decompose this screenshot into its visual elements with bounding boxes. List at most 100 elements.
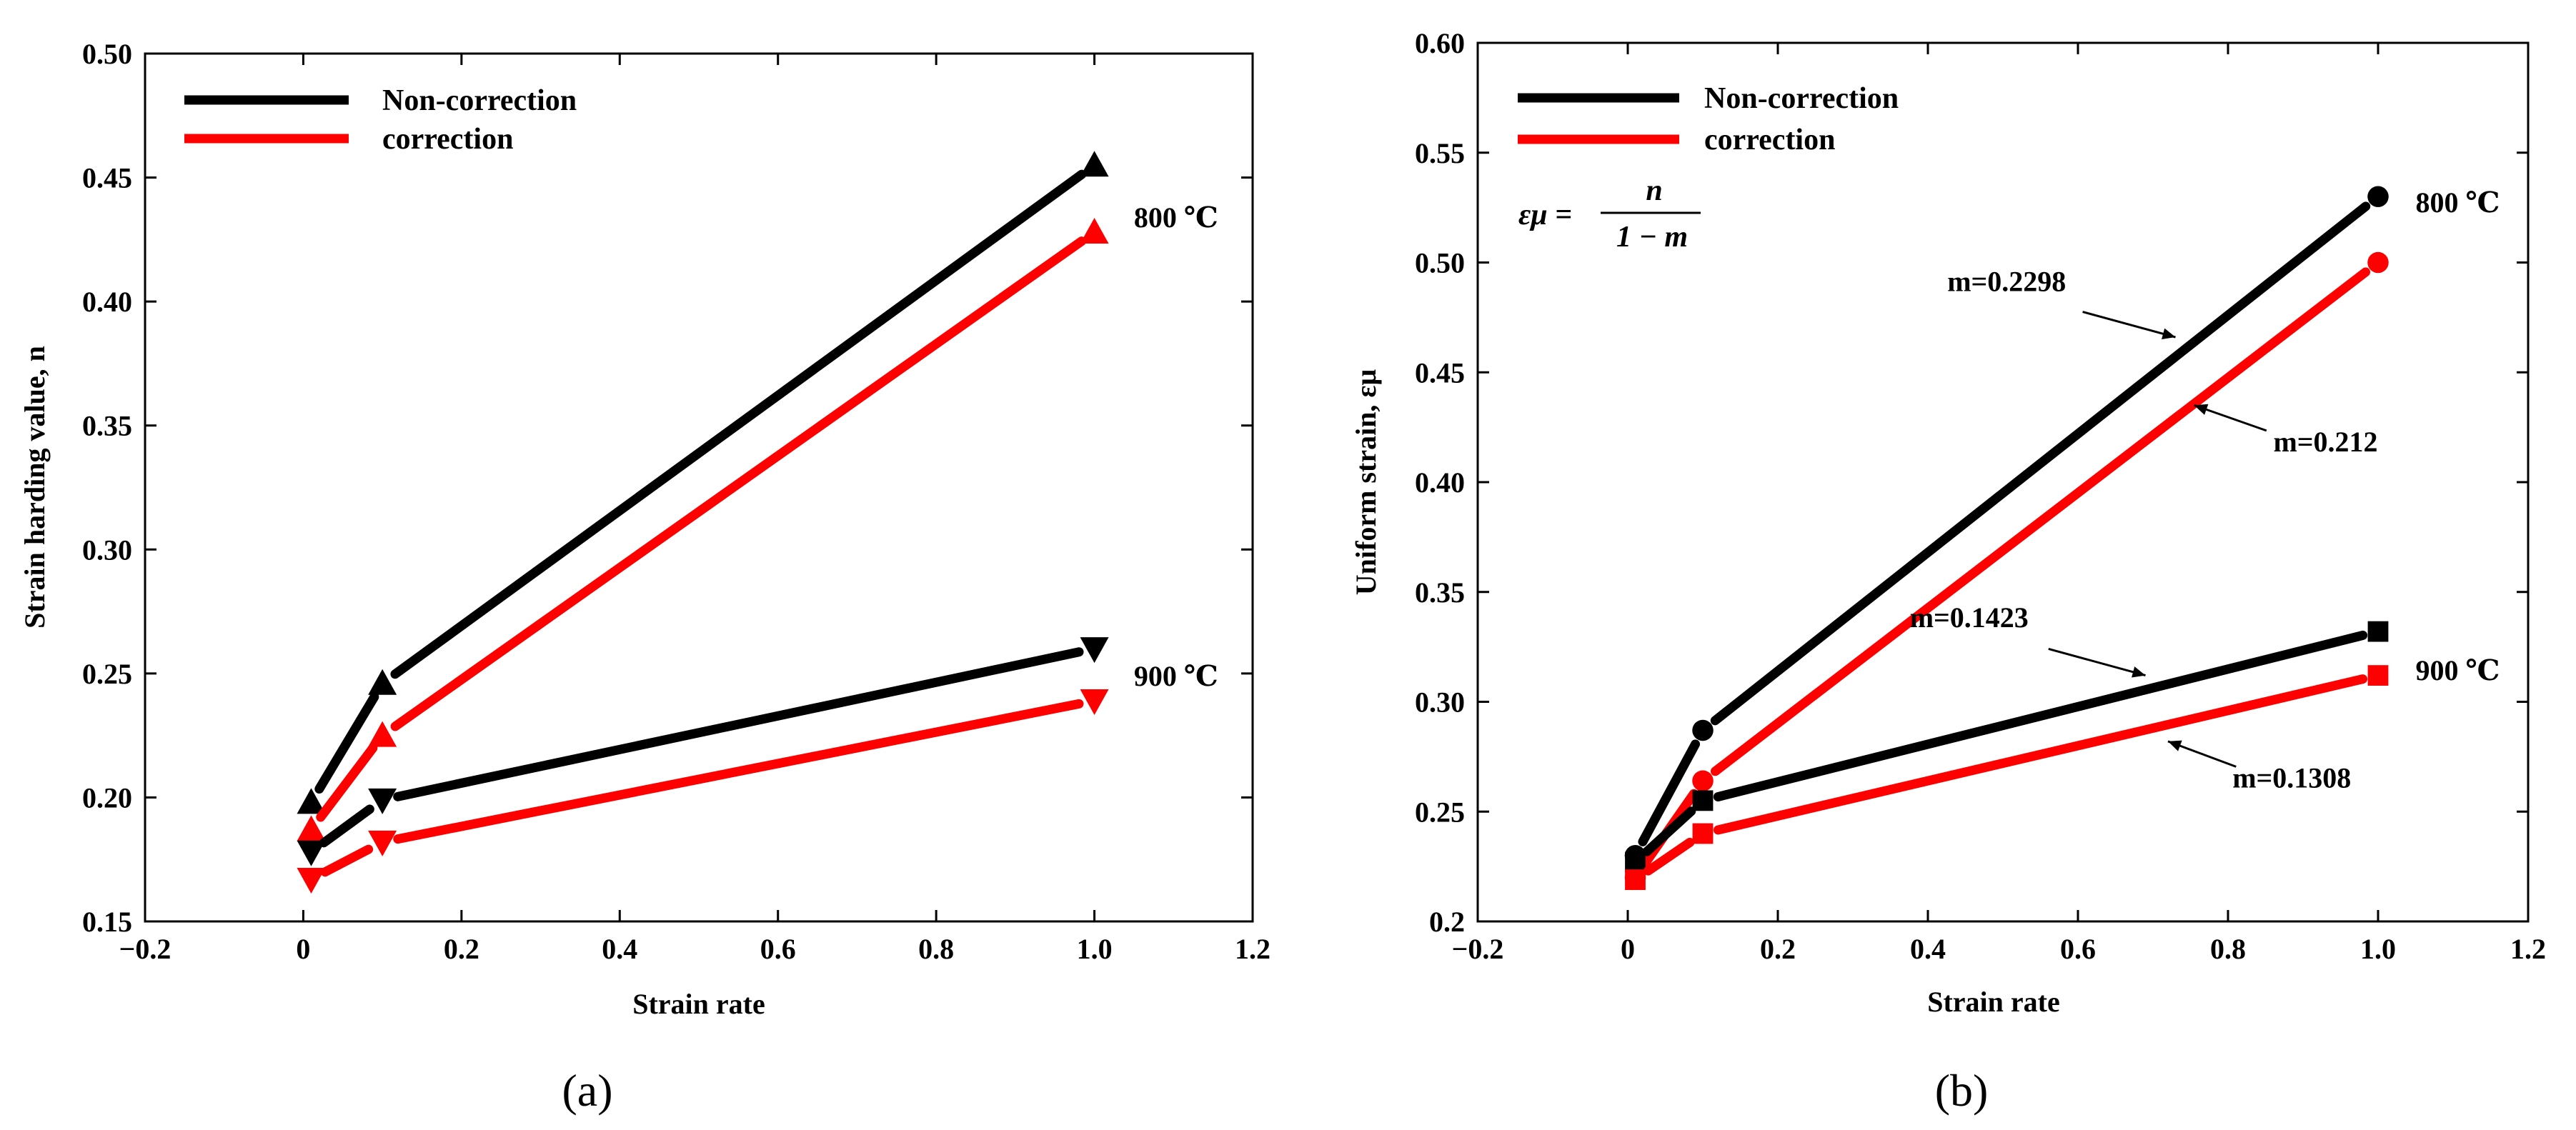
data-point-marker (297, 840, 326, 866)
y-tick-label: 0.15 (82, 906, 132, 938)
data-point-marker (368, 830, 397, 856)
series-correction-900- (1625, 665, 2389, 890)
series-line-segment (1713, 674, 2368, 835)
annotation-arrow-head (2162, 328, 2176, 340)
x-ticks-b: −0.2 0 0.2 0.4 0.6 0.8 1.0 1.2 (1452, 43, 2546, 965)
legend-label-correction: correction (1704, 124, 1835, 156)
x-tick-label: 0.8 (918, 933, 954, 965)
temperature-label: 800 ℃ (2416, 186, 2500, 219)
y-tick-label: 0.35 (1415, 576, 1465, 609)
data-point-marker (1625, 851, 1646, 873)
series-non-correction-900- (1625, 621, 2389, 873)
series-line-segment (1710, 267, 2371, 776)
series-line-segment (1638, 739, 1701, 846)
y-ticks-b: 0.2 0.25 0.30 0.35 0.40 0.45 0.50 0.55 0.60 (1415, 27, 2528, 938)
x-tick-label: −0.2 (1452, 933, 1504, 965)
formula-numerator: n (1646, 174, 1662, 207)
annotation-layer-a: 800 ℃ 900 ℃ (1134, 201, 1218, 692)
series-non-correction-900- (297, 637, 1109, 866)
x-tick-label: 0 (296, 933, 310, 965)
data-point-marker (1080, 151, 1109, 177)
formula-denominator: 1 − m (1616, 221, 1688, 254)
data-point-marker (2367, 251, 2389, 274)
temperature-label: 900 ℃ (1134, 660, 1218, 692)
annotation-arrow-line (2048, 647, 2146, 677)
panel-label-b: (b) (1935, 1065, 1989, 1116)
data-point-marker (1692, 770, 1714, 791)
data-point-marker (2367, 621, 2389, 642)
x-tick-label: 0.6 (760, 933, 796, 965)
data-point-marker (1625, 869, 1646, 890)
data-point-marker (297, 788, 326, 814)
legend-label-non-correction: Non-correction (382, 84, 577, 117)
data-point-marker (2367, 186, 2389, 208)
y-tick-label: 0.60 (1415, 27, 1465, 59)
formula-lhs: εμ = (1518, 199, 1572, 231)
x-tick-label: 0.8 (2210, 933, 2246, 965)
series-line-segment (316, 743, 378, 822)
series-line-segment (320, 844, 374, 877)
x-ticks-a: −0.2 0 0.2 0.4 0.6 0.8 1.0 1.2 (119, 54, 1270, 965)
y-tick-label: 0.30 (1415, 686, 1465, 719)
annotation-arrow-head (2194, 404, 2209, 415)
series-line-segment (314, 692, 379, 794)
series-non-correction-800- (297, 151, 1109, 814)
series-line-segment (1710, 201, 2371, 726)
y-tick-label: 0.2 (1429, 906, 1465, 938)
data-point-marker (1692, 823, 1714, 844)
y-tick-label: 0.30 (82, 534, 132, 566)
annotation-arrow-line (2082, 311, 2176, 339)
data-point-marker (368, 669, 397, 695)
y-tick-label: 0.50 (1415, 247, 1465, 279)
y-ticks-a: 0.15 0.20 0.25 0.30 0.35 0.40 0.45 0.50 (82, 38, 1253, 938)
m-value-label: m=0.1308 (2232, 761, 2351, 794)
x-tick-label: 0 (1621, 933, 1635, 965)
x-tick-label: 1.2 (1235, 933, 1270, 965)
x-tick-label: 0.6 (2060, 933, 2096, 965)
m-value-label: m=0.2298 (1947, 265, 2066, 297)
x-tick-label: 0.4 (1910, 933, 1946, 965)
chart-panel-a: −0.2 0 0.2 0.4 0.6 0.8 1.0 1.2 0.15 0.20 0.25 0.30… (19, 38, 1270, 1116)
series-line-segment (390, 169, 1087, 679)
plot-area-b: −0.2 0 0.2 0.4 0.6 0.8 1.0 1.2 0.20.250.300.350… (1415, 27, 2546, 965)
y-tick-label: 0.40 (1415, 466, 1465, 499)
data-point-marker (297, 815, 326, 841)
x-tick-label: 0.2 (1760, 933, 1796, 965)
y-tick-label: 0.50 (82, 38, 132, 70)
series-layer-a (297, 151, 1109, 894)
data-point-marker (297, 867, 326, 894)
y-tick-label: 0.25 (82, 658, 132, 690)
data-point-marker (2367, 665, 2389, 686)
data-point-marker (1692, 719, 1714, 741)
y-tick-label: 0.40 (82, 286, 132, 318)
data-point-marker (368, 788, 397, 814)
legend-b: Non-correction correction (1518, 82, 1899, 156)
panel-label-a: (a) (562, 1065, 612, 1116)
annotation-arrow-head (2168, 740, 2182, 751)
legend-label-non-correction: Non-correction (1704, 82, 1899, 115)
series-correction-900- (297, 689, 1109, 894)
uniform-strain-formula: εμ = n 1 − m (1518, 174, 1701, 254)
annotation-layer-b: 800 ℃ 900 ℃ m=0.2298 m=0.212 m=0.1423 m=0.130… (1910, 186, 2500, 794)
temperature-label: 900 ℃ (2416, 654, 2500, 686)
series-line-segment (393, 699, 1084, 844)
chart-panel-b: −0.2 0 0.2 0.4 0.6 0.8 1.0 1.2 0.20.250.300.350… (1350, 27, 2546, 1116)
data-point-marker (1080, 689, 1109, 716)
data-point-marker (368, 721, 397, 747)
series-layer-b (1624, 186, 2389, 890)
x-tick-label: 1.0 (2360, 933, 2396, 965)
series-line-segment (393, 647, 1084, 801)
x-tick-label: 1.0 (1077, 933, 1113, 965)
x-tick-label: 0.2 (444, 933, 479, 965)
y-tick-label: 0.45 (82, 162, 132, 194)
series-line-segment (1643, 837, 1695, 876)
x-tick-label: 0.4 (602, 933, 637, 965)
series-line-segment (1713, 630, 2368, 802)
series-line-segment (390, 236, 1087, 731)
m-value-label: m=0.1423 (1910, 601, 2029, 634)
y-tick-label: 0.45 (1415, 356, 1465, 389)
y-tick-label: 0.55 (1415, 137, 1465, 169)
legend-label-correction: correction (382, 123, 513, 156)
x-axis-label-a: Strain rate (632, 988, 765, 1020)
